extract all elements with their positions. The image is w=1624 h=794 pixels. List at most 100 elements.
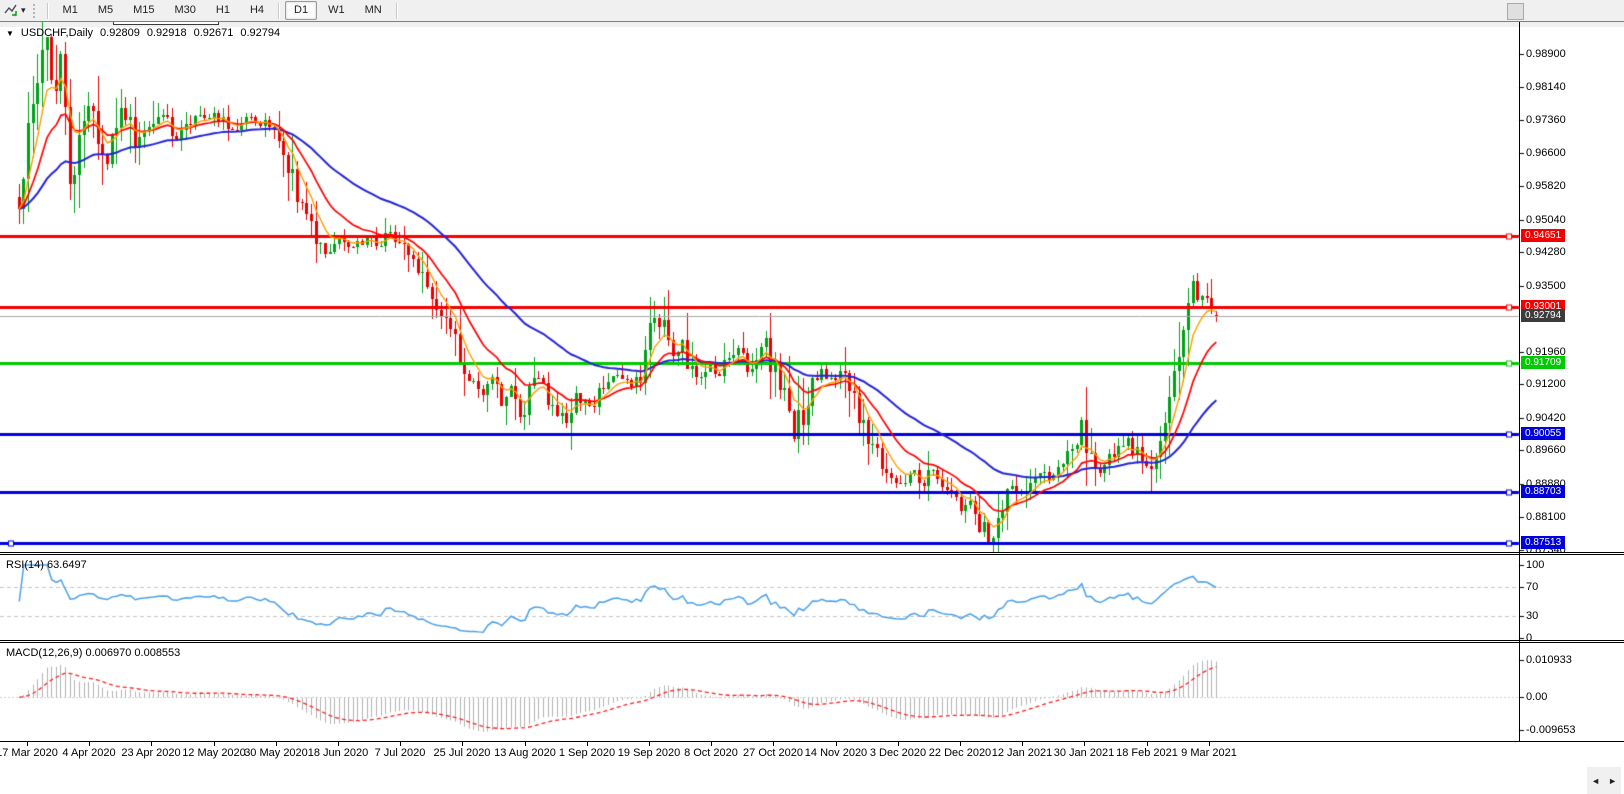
ohlc-low: 0.92671: [193, 27, 234, 39]
rsi-axis-label: 100: [1526, 559, 1545, 571]
toolbar-separator: [395, 2, 398, 19]
price-axis-label: 0.96600: [1526, 146, 1566, 159]
date-label: 30 Jan 2021: [1053, 747, 1115, 759]
price-axis-label: 0.98140: [1526, 80, 1566, 93]
pane-separator[interactable]: [0, 640, 1624, 641]
date-label: 22 Dec 2020: [928, 747, 992, 759]
date-tick: [711, 742, 712, 746]
chart-tool-icon: [4, 4, 17, 17]
rsi-axis-label: 70: [1526, 580, 1539, 593]
price-axis-label: 0.89660: [1526, 444, 1566, 457]
timeframe-w1-button[interactable]: W1: [328, 4, 345, 16]
date-label: 27 Oct 2020: [743, 747, 803, 759]
timeframe-m15-button[interactable]: M15: [133, 4, 155, 16]
rsi-indicator-canvas[interactable]: [0, 555, 1624, 640]
pane-separator: [0, 741, 1624, 742]
symbol-period-label: USDCHF,Daily: [20, 27, 94, 39]
date-label: 8 Oct 2020: [684, 747, 738, 759]
hline-price-tag[interactable]: 0.94651: [1521, 229, 1566, 243]
date-tick: [649, 742, 650, 746]
date-tick: [1022, 742, 1023, 746]
chart-tool-button[interactable]: ▾: [0, 0, 30, 21]
date-tick: [27, 742, 28, 746]
date-tick: [1209, 742, 1210, 746]
pane-separator[interactable]: [0, 642, 1624, 643]
date-label: 4 Apr 2020: [62, 747, 116, 759]
date-label: 18 Jun 2020: [307, 747, 369, 759]
price-chart-canvas[interactable]: [0, 22, 1624, 552]
hline-price-tag[interactable]: 0.91709: [1521, 355, 1566, 369]
top-toolbar: ▾ M1 M5 M15 M30 H1 H4 D1 W1 MN: [0, 0, 1624, 22]
timeframe-h4-button[interactable]: H4: [249, 4, 265, 16]
toolbar-end-button[interactable]: [1507, 3, 1524, 20]
date-tick: [525, 742, 526, 746]
price-axis-label: 0.95040: [1526, 213, 1566, 226]
price-axis-label: 0.98900: [1526, 48, 1566, 60]
date-tick: [1147, 742, 1148, 746]
pane-separator[interactable]: [0, 552, 1624, 553]
timeframe-mn-button[interactable]: MN: [364, 4, 382, 16]
date-tick: [960, 742, 961, 746]
date-label: 18 Feb 2021: [1116, 747, 1178, 759]
date-tick: [836, 742, 837, 746]
date-label: 12 May 2020: [182, 747, 246, 759]
date-tick: [898, 742, 899, 746]
date-tick: [338, 742, 339, 746]
date-label: 13 Aug 2020: [494, 747, 556, 759]
date-label: 7 Jul 2020: [374, 747, 426, 759]
timeframe-h1-button[interactable]: H1: [215, 4, 230, 16]
date-tick: [151, 742, 152, 746]
timeframe-d1-button[interactable]: D1: [285, 1, 318, 20]
date-tick: [400, 742, 401, 746]
ohlc-high: 0.92918: [146, 27, 187, 39]
tab-scroll-right-icon[interactable]: ►: [1608, 775, 1617, 786]
macd-axis-label: 0.00: [1526, 691, 1548, 704]
date-label: 23 Apr 2020: [121, 747, 181, 759]
date-tick: [462, 742, 463, 746]
toolbar-grip: [32, 3, 40, 18]
date-tick: [276, 742, 277, 746]
price-axis-label: 0.91960: [1526, 345, 1566, 358]
toolbar-separator: [46, 2, 49, 19]
timeframe-m5-button[interactable]: M5: [97, 4, 114, 16]
macd-label: MACD(12,26,9) 0.006970 0.008553: [6, 647, 181, 659]
timeframe-button-group: M1 M5 M15 M30 H1 H4 D1 W1 MN: [53, 1, 402, 20]
date-label: 12 Jan 2021: [991, 747, 1053, 759]
timeframe-m1-button[interactable]: M1: [62, 4, 78, 16]
date-tick: [773, 742, 774, 746]
current-price-tag: 0.92794: [1521, 308, 1566, 322]
date-tick: [89, 742, 90, 746]
date-tick: [1084, 742, 1085, 746]
hline-price-tag[interactable]: 0.87513: [1521, 535, 1566, 549]
price-axis-label: 0.93500: [1526, 279, 1566, 292]
price-axis-label: 0.94280: [1526, 246, 1566, 259]
date-label: 3 Dec 2020: [869, 747, 927, 759]
macd-axis-label: -0.009653: [1526, 724, 1576, 736]
price-axis-separator: [1519, 22, 1520, 741]
date-tick: [214, 742, 215, 746]
timeframe-m30-button[interactable]: M30: [174, 4, 196, 16]
date-label: 1 Sep 2020: [558, 747, 616, 759]
hline-price-tag[interactable]: 0.90055: [1521, 426, 1566, 440]
toolbar-separator: [278, 2, 281, 19]
date-label: 14 Nov 2020: [804, 747, 868, 759]
price-axis-label: 0.95820: [1526, 180, 1566, 193]
collapse-triangle-icon[interactable]: ▼: [6, 28, 14, 38]
date-tick: [587, 742, 588, 746]
chart-title: ▼ USDCHF,Daily 0.92809 0.92918 0.92671 0…: [6, 27, 280, 39]
macd-axis-label: 0.010933: [1526, 654, 1572, 666]
date-label: 30 May 2020: [244, 747, 308, 759]
pane-separator[interactable]: [0, 554, 1624, 555]
macd-indicator-canvas[interactable]: [0, 643, 1624, 741]
rsi-axis-label: 0: [1526, 632, 1533, 644]
price-axis-label: 0.90420: [1526, 411, 1566, 424]
rsi-label: RSI(14) 63.6497: [6, 559, 87, 571]
date-label: 19 Sep 2020: [617, 747, 681, 759]
tab-scroll-buttons: ◄ ►: [1587, 767, 1621, 794]
date-label: 17 Mar 2020: [0, 747, 58, 759]
tab-scroll-left-icon[interactable]: ◄: [1591, 775, 1601, 786]
date-label: 9 Mar 2021: [1181, 747, 1237, 759]
hline-price-tag[interactable]: 0.88703: [1521, 484, 1566, 498]
price-axis-label: 0.88100: [1526, 511, 1566, 524]
